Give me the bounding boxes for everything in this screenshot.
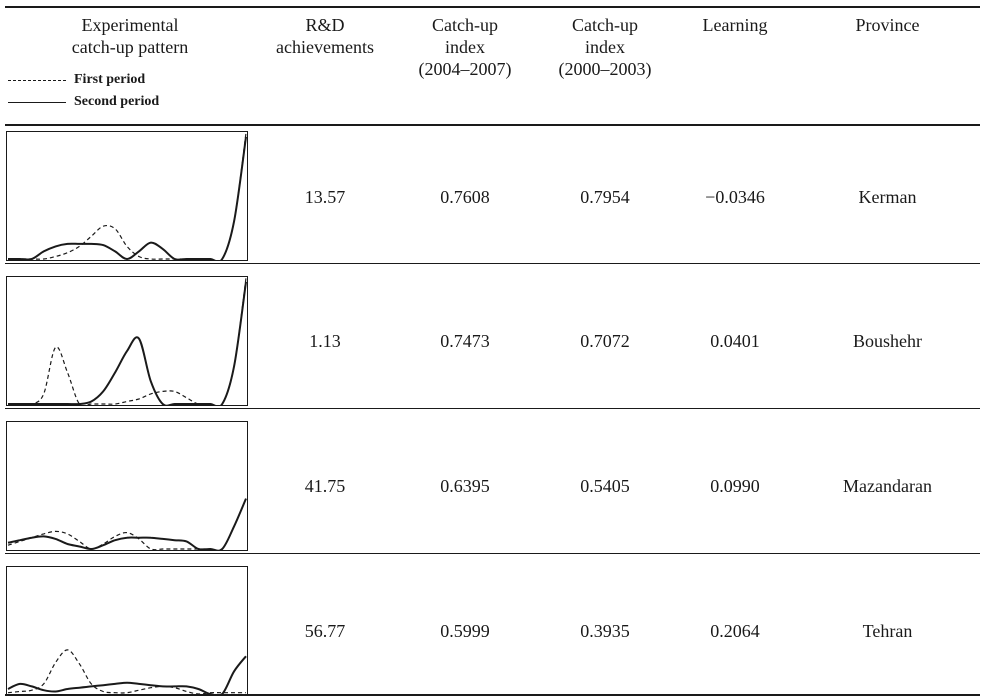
pattern-plot [6,566,248,696]
catchup-2004-value: 0.7473 [440,331,490,351]
province-name: Tehran [862,621,913,641]
plot-frame [6,276,248,406]
legend-item-first: First period [8,69,159,91]
header-province-label: Province [855,15,920,35]
row-separator [5,553,980,554]
header-catchup-2000: Catch-up index (2000–2003) [535,14,675,80]
header-rule [5,124,980,126]
province-name: Boushehr [853,331,922,351]
legend: First period Second period [8,69,159,113]
header-rd-line: R&D [305,15,345,35]
header-learning-label: Learning [702,15,768,35]
learning-value: 0.0401 [710,331,760,351]
rd-value: 56.77 [304,621,346,641]
row-separator [5,408,980,409]
catchup-2000-value: 0.7072 [580,331,630,351]
header-catchup-2004: Catch-up index (2004–2007) [395,14,535,80]
header-catchup-2004-line: Catch-up [432,15,498,35]
legend-solid-line [8,101,66,103]
rd-value: 41.75 [304,476,346,496]
header-catchup-2000-line: index [585,37,625,57]
province-name: Kerman [858,187,917,207]
catch-up-pattern-chart [6,566,248,696]
learning-value: 0.0990 [710,476,760,496]
series-second-period-line [7,136,247,261]
plot-frame [6,566,248,696]
catchup-2004-value: 0.5999 [440,621,490,641]
table-bottom-rule [5,694,980,696]
header-catchup-2004-line: (2004–2007) [418,59,512,79]
row-separator [5,263,980,264]
header-rd-line: achievements [276,37,374,57]
catchup-2000-value: 0.5405 [580,476,630,496]
legend-dashed-line [8,79,66,81]
catch-up-pattern-chart [6,131,248,261]
rd-value: 1.13 [309,331,341,351]
catchup-2004-value: 0.7608 [440,187,490,207]
legend-label-second: Second period [74,94,160,109]
series-first-period-line [7,277,247,406]
catchup-2000-value: 0.7954 [580,187,630,207]
header-learning: Learning [675,14,795,36]
header-pattern-line: catch-up pattern [71,37,189,57]
legend-item-second: Second period [8,91,159,113]
pattern-plot [6,421,248,551]
series-second-period-line [7,498,247,551]
series-first-period-line [7,498,247,551]
header-catchup-2004-line: index [445,37,485,57]
series-first-period-line [7,132,247,261]
legend-label-first: First period [74,72,146,87]
header-pattern: Experimental catch-up pattern [5,14,255,58]
header-province: Province [795,14,980,36]
catch-up-pattern-chart [6,276,248,406]
pattern-plot [6,276,248,406]
header-rd: R&D achievements [255,14,395,58]
plot-frame [6,131,248,261]
series-second-period-line [7,655,247,696]
header-catchup-2000-line: (2000–2003) [558,59,652,79]
catchup-2004-value: 0.6395 [440,476,490,496]
learning-value: 0.2064 [710,621,760,641]
table-top-rule [5,6,980,8]
header-catchup-2000-line: Catch-up [572,15,638,35]
header-pattern-line: Experimental [81,15,179,35]
province-name: Mazandaran [843,476,932,496]
learning-value: −0.0346 [705,187,765,207]
catchup-2000-value: 0.3935 [580,621,630,641]
series-second-period-line [7,281,247,406]
series-first-period-line [7,649,246,695]
pattern-plot [6,131,248,261]
catch-up-pattern-chart [6,421,248,551]
plot-frame [6,421,248,551]
rd-value: 13.57 [304,187,346,207]
